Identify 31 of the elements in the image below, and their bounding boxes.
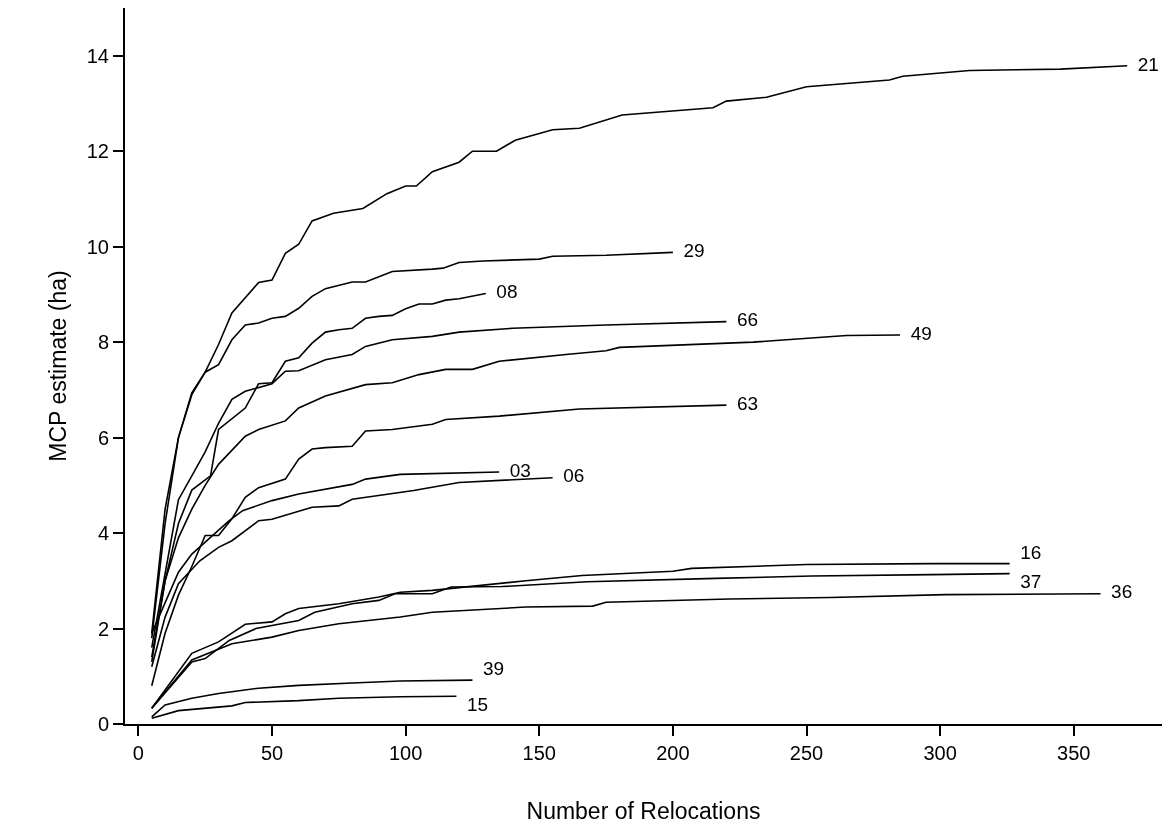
x-tick-label: 0 bbox=[132, 742, 144, 764]
series-label: 16 bbox=[1009, 541, 1042, 563]
y-axis-title: MCP estimate (ha) bbox=[44, 270, 71, 462]
x-tick-label: 100 bbox=[388, 742, 423, 764]
series-label: 06 bbox=[552, 465, 585, 487]
y-tick-label: 0 bbox=[97, 713, 109, 735]
series-label: 39 bbox=[472, 658, 505, 680]
series-label: 08 bbox=[485, 281, 518, 303]
series-label: 49 bbox=[900, 322, 932, 344]
series-label: 15 bbox=[456, 693, 489, 715]
x-tick-label: 150 bbox=[522, 742, 556, 764]
x-tick-label: 350 bbox=[1057, 742, 1091, 764]
y-tick-label: 14 bbox=[86, 44, 109, 67]
series-label: 21 bbox=[1127, 53, 1159, 75]
y-tick-label: 2 bbox=[97, 617, 109, 640]
x-tick-label: 50 bbox=[260, 742, 284, 764]
series-label: 03 bbox=[499, 459, 531, 481]
series-label: 29 bbox=[672, 240, 705, 262]
series-label: 37 bbox=[1009, 570, 1042, 592]
x-tick-label: 250 bbox=[789, 742, 824, 764]
y-tick-label: 12 bbox=[86, 140, 109, 163]
series-label: 63 bbox=[726, 392, 759, 414]
x-tick-label: 300 bbox=[923, 742, 957, 764]
x-tick-label: 200 bbox=[656, 742, 690, 764]
y-tick-label: 8 bbox=[97, 331, 109, 354]
series-label: 36 bbox=[1100, 581, 1133, 603]
series-label: 66 bbox=[726, 309, 759, 331]
y-tick-label: 10 bbox=[86, 235, 109, 258]
y-tick-label: 6 bbox=[97, 426, 109, 449]
x-axis-title: Number of Relocations bbox=[526, 798, 761, 825]
y-tick-label: 4 bbox=[97, 522, 109, 545]
